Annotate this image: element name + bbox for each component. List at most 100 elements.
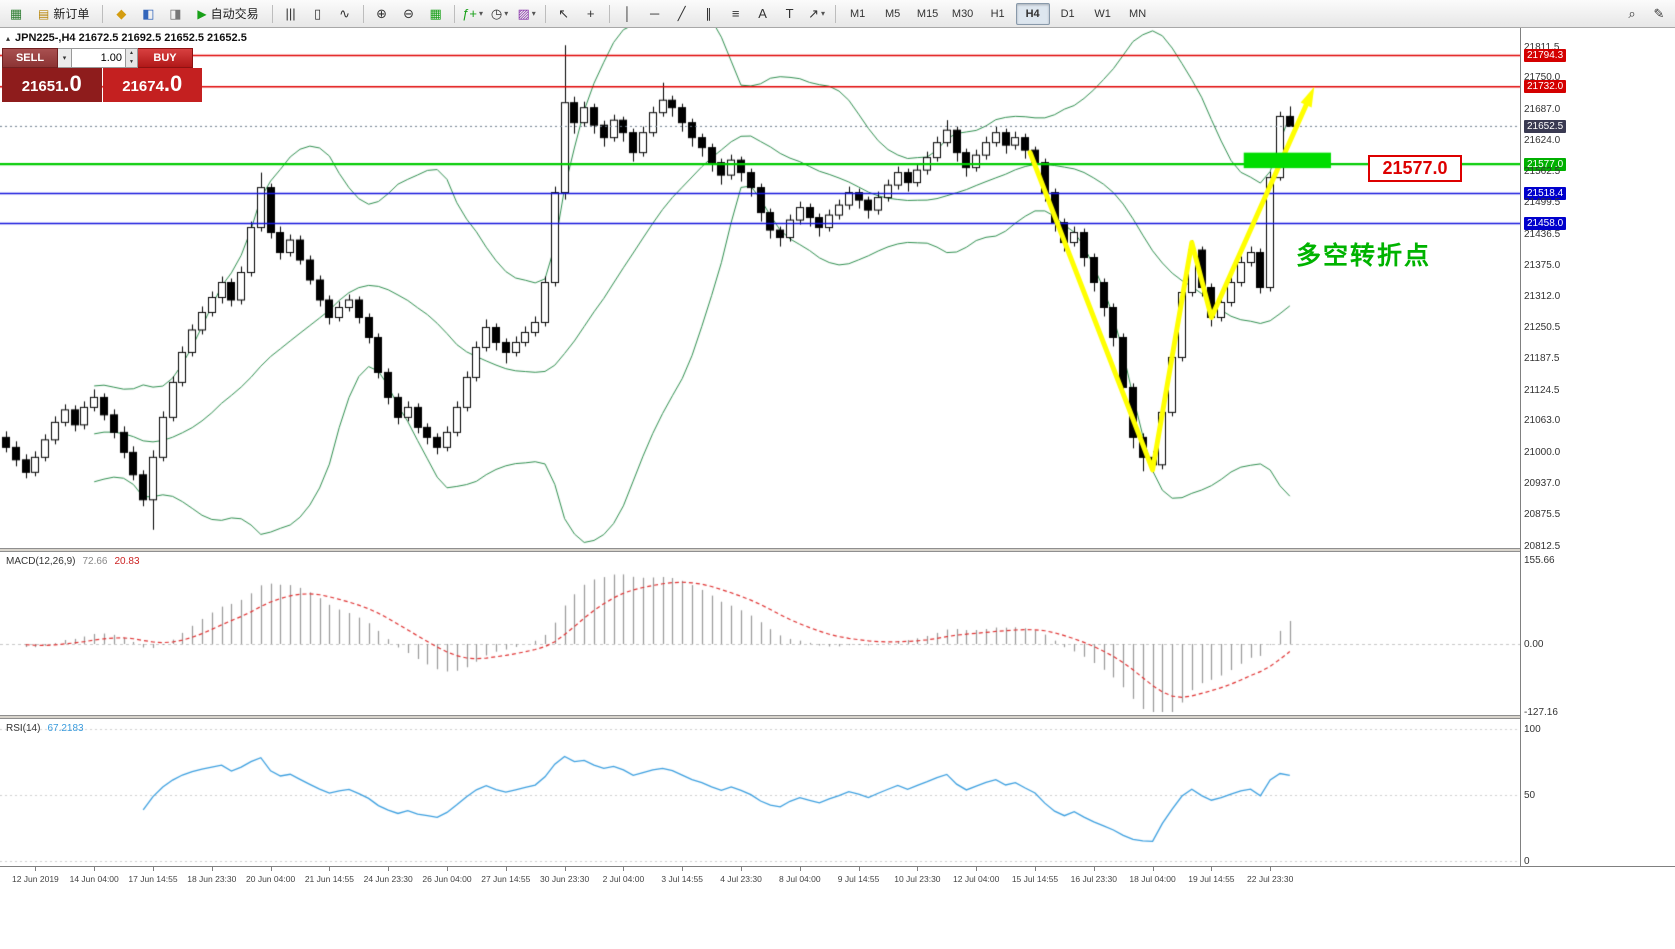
time-axis-label: 18 Jun 23:30 xyxy=(187,874,237,884)
toolbar-separator xyxy=(102,4,104,23)
pane-splitter[interactable] xyxy=(0,715,1675,719)
time-axis-tick xyxy=(153,867,154,871)
price-axis-label: 20812.5 xyxy=(1524,540,1561,552)
volume-up-icon[interactable]: ▲ xyxy=(126,49,137,58)
time-axis-tick xyxy=(94,867,96,871)
price-axis[interactable]: 21811.5 21794.3 21750.0 21732.0 21687.0 21652… xyxy=(1520,28,1675,867)
one-click-collapse-icon[interactable]: ▴ xyxy=(6,33,11,43)
search-icon-glyph: ⌕ xyxy=(1628,5,1636,21)
time-axis-label: 17 Jun 14:55 xyxy=(128,874,178,884)
market-watch-icon-glyph: ◆ xyxy=(116,5,127,21)
market-watch-icon[interactable]: ◆ xyxy=(108,2,134,26)
candlestick-type-icon[interactable]: ▯ xyxy=(305,2,331,26)
price-level-badge: 21652.5 xyxy=(1524,119,1567,133)
chevron-down-icon: ▾ xyxy=(531,9,536,18)
time-axis-tick xyxy=(270,867,272,871)
price-axis-label: 20875.5 xyxy=(1524,509,1561,521)
time-axis-tick xyxy=(1152,867,1154,871)
edit-icon[interactable]: ✎ xyxy=(1646,2,1672,26)
timeframe-h4-button[interactable]: H4 xyxy=(1015,2,1050,25)
horizontal-line-icon-glyph: ─ xyxy=(650,6,660,21)
timeframe-m15-button[interactable]: M15 xyxy=(916,7,939,20)
cursor-icon[interactable]: ↖ xyxy=(551,2,577,26)
auto-trading-button[interactable]: ▶ 自动交易 xyxy=(189,2,266,26)
price-axis-label: 21750.0 xyxy=(1524,72,1561,84)
trendline-icon[interactable]: ╱ xyxy=(669,2,695,26)
time-axis-label: 2 Jul 04:00 xyxy=(602,874,645,884)
price-axis-label: 21624.0 xyxy=(1524,135,1561,147)
time-axis-tick xyxy=(505,867,507,871)
price-axis-label: 21000.0 xyxy=(1524,446,1561,458)
timeframe-m1-button[interactable]: M1 xyxy=(849,7,866,20)
indicators-icon[interactable]: ƒ+ ▾ xyxy=(460,2,486,26)
navigator-icon[interactable]: ◧ xyxy=(135,2,161,26)
channel-icon[interactable]: ∥ xyxy=(696,2,722,26)
volume-down-icon[interactable]: ▼ xyxy=(126,58,137,67)
volume-stepper[interactable]: ▲ ▼ xyxy=(126,48,138,68)
navigator-icon-glyph: ◧ xyxy=(142,5,155,21)
timeframe-h1-button[interactable]: H1 xyxy=(990,7,1005,20)
templates-icon-glyph: ▨ xyxy=(517,5,530,21)
bar-chart-type-icon[interactable]: ||| xyxy=(278,2,304,26)
timeframe-m5-button[interactable]: M5 xyxy=(884,7,901,20)
time-axis[interactable]: 12 Jun 2019 14 Jun 04:00 17 Jun 14:55 18 Ju… xyxy=(0,866,1675,895)
time-axis-tick xyxy=(741,867,742,871)
zoom-in-icon[interactable]: ⊕ xyxy=(369,2,395,26)
templates-icon[interactable]: ▨ ▾ xyxy=(514,2,540,26)
time-axis-tick xyxy=(1035,867,1036,871)
timeframe-mn-button[interactable]: MN xyxy=(1129,7,1147,20)
vertical-line-icon[interactable]: │ xyxy=(615,2,641,26)
new-chart-icon[interactable]: ▦ xyxy=(3,2,29,26)
timeframe-w1-button[interactable]: W1 xyxy=(1094,7,1111,20)
sell-button[interactable]: SELL xyxy=(2,48,58,68)
volume-input[interactable]: 1.00 xyxy=(72,48,126,68)
price-level-label[interactable]: 21577.0 xyxy=(1368,155,1462,182)
macd-pane-canvas[interactable] xyxy=(0,552,1520,715)
timeframe-d1-button[interactable]: D1 xyxy=(1060,7,1075,20)
horizontal-line-icon[interactable]: ─ xyxy=(642,2,668,26)
auto-trading-glyph: ▶ xyxy=(197,6,207,21)
text-label-icon[interactable]: T xyxy=(777,2,803,26)
pivot-point-label[interactable]: 多空转折点 xyxy=(1296,242,1432,270)
price-axis-label: 21312.0 xyxy=(1524,291,1561,302)
periods-icon[interactable]: ◷ ▾ xyxy=(487,2,513,26)
fibonacci-icon[interactable]: ≡ xyxy=(723,2,749,26)
chart-title: ▴ JPN225-,H4 21672.5 21692.5 21652.5 216… xyxy=(6,32,247,44)
rsi-pane-canvas[interactable] xyxy=(0,719,1520,866)
sell-price[interactable]: 21651 .0 xyxy=(2,68,102,102)
price-axis-label: 21187.5 xyxy=(1524,353,1560,365)
crosshair-icon[interactable]: + xyxy=(578,2,604,26)
time-axis-label: 3 Jul 14:55 xyxy=(661,874,703,884)
sell-price-int: 21651 xyxy=(21,78,64,95)
line-chart-type-icon[interactable]: ∿ xyxy=(332,2,358,26)
time-axis-tick xyxy=(799,867,801,871)
buy-price-frac: .0 xyxy=(163,71,183,96)
price-level-badge: 21794.3 xyxy=(1524,49,1567,63)
zoom-out-icon[interactable]: ⊖ xyxy=(396,2,422,26)
new-order-button-label: 新订单 xyxy=(53,7,90,21)
pane-splitter[interactable] xyxy=(0,548,1675,552)
vertical-line-icon-glyph: │ xyxy=(623,6,632,21)
time-axis-label: 18 Jul 04:00 xyxy=(1129,874,1176,884)
new-order-button[interactable]: ▤ 新订单 xyxy=(30,2,97,26)
time-axis-tick xyxy=(388,867,390,871)
time-axis-label: 8 Jul 04:00 xyxy=(779,874,821,884)
time-axis-label: 4 Jul 23:30 xyxy=(720,874,762,884)
time-axis-label: 21 Jun 14:55 xyxy=(304,874,354,884)
volume-dropdown-icon[interactable]: ▾ xyxy=(58,48,72,68)
search-icon[interactable]: ⌕ xyxy=(1619,2,1645,26)
timeframe-m30-button[interactable]: M30 xyxy=(951,7,974,20)
price-level-badge: 21518.4 xyxy=(1524,186,1567,200)
text-icon[interactable]: A xyxy=(750,2,776,26)
one-click-trading-panel: SELL ▾ 1.00 ▲ ▼ BUY 21651 .0 21674 .0 xyxy=(2,48,202,102)
price-axis-label: 21063.0 xyxy=(1524,415,1561,427)
arrows-icon[interactable]: ↗ ▾ xyxy=(804,2,830,26)
buy-price[interactable]: 21674 .0 xyxy=(102,68,202,102)
rsi-axis-label: 100 xyxy=(1524,724,1541,735)
time-axis-label: 30 Jun 23:30 xyxy=(540,874,590,884)
tile-windows-icon[interactable]: ▦ xyxy=(423,2,449,26)
terminal-icon[interactable]: ◨ xyxy=(162,2,188,26)
price-chart-canvas[interactable] xyxy=(0,28,1520,548)
channel-icon-glyph: ∥ xyxy=(705,5,712,21)
buy-button[interactable]: BUY xyxy=(138,48,193,68)
